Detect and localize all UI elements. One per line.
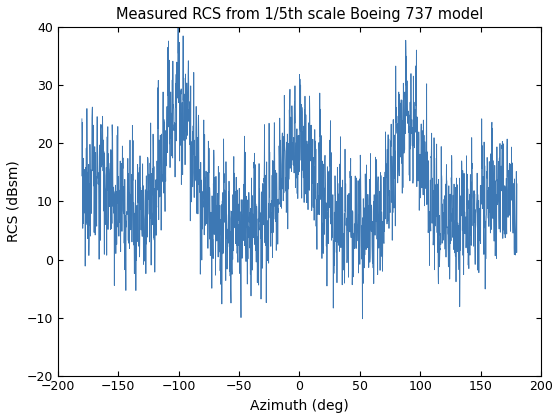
X-axis label: Azimuth (deg): Azimuth (deg) [250,399,349,413]
Title: Measured RCS from 1/5th scale Boeing 737 model: Measured RCS from 1/5th scale Boeing 737… [116,7,483,22]
Y-axis label: RCS (dBsm): RCS (dBsm) [7,160,21,242]
